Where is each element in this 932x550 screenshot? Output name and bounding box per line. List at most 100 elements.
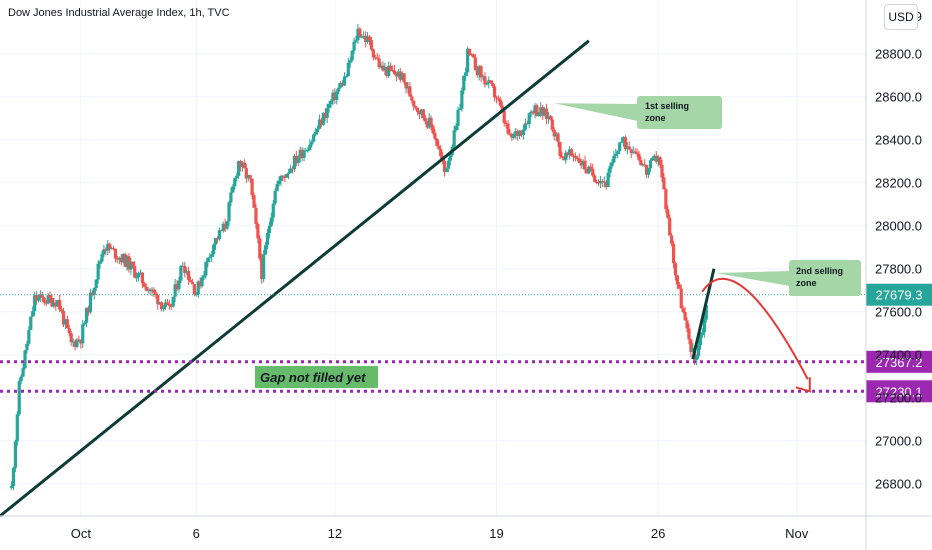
candle-body xyxy=(140,272,145,284)
candle-body xyxy=(298,149,302,159)
candle-body xyxy=(252,195,256,208)
candle-body xyxy=(679,288,683,309)
candle-body xyxy=(460,90,464,109)
candle-body xyxy=(312,134,316,142)
candle-body xyxy=(479,66,483,78)
candle-body xyxy=(71,341,75,343)
selling-zone-1-box xyxy=(637,96,722,129)
candle-body xyxy=(660,165,664,178)
candle-body xyxy=(550,119,554,130)
candle-body xyxy=(621,137,626,142)
candle-body xyxy=(483,76,487,85)
candle-body xyxy=(585,169,589,174)
candle-body xyxy=(73,341,77,347)
candle-body xyxy=(179,266,183,281)
candle-body xyxy=(446,160,450,169)
candle-body xyxy=(158,302,162,305)
level-price-tag xyxy=(866,380,932,403)
candle-body xyxy=(19,376,23,382)
candle-body xyxy=(223,223,227,229)
candle-body xyxy=(489,80,493,84)
candle-body xyxy=(183,265,187,273)
candle-body xyxy=(263,245,268,255)
candle-body xyxy=(383,67,387,71)
candle-body xyxy=(652,155,656,158)
candle-body xyxy=(469,54,474,56)
candle-body xyxy=(618,142,622,152)
candle-body xyxy=(271,203,275,218)
y-tick-label: 28800.0 xyxy=(875,46,922,61)
candle-body xyxy=(240,162,245,167)
candle-body xyxy=(115,258,119,260)
candle-body xyxy=(566,152,570,156)
candle-body xyxy=(571,155,576,157)
candle-body xyxy=(202,275,206,278)
currency-button[interactable]: USD xyxy=(884,4,918,30)
candle-body xyxy=(514,131,518,135)
candle-body xyxy=(673,263,678,276)
candle-body xyxy=(242,162,247,169)
y-tick-label: 27200.0 xyxy=(875,390,922,405)
candle-body xyxy=(541,107,545,116)
candle-body xyxy=(104,249,108,251)
candle-body xyxy=(533,105,537,114)
candle-body xyxy=(237,161,241,176)
candle-body xyxy=(327,104,331,109)
candle-body xyxy=(373,57,377,59)
candle-body xyxy=(481,76,485,78)
candle-body xyxy=(335,91,339,100)
candle-body xyxy=(217,230,221,240)
candle-body xyxy=(262,254,266,280)
candle-body xyxy=(600,180,604,183)
candle-body xyxy=(654,155,658,162)
candle-body xyxy=(111,248,116,250)
candle-body xyxy=(523,123,527,130)
candle-body xyxy=(429,117,433,126)
candle-body xyxy=(577,158,581,163)
candle-body xyxy=(392,70,397,75)
candle-body xyxy=(656,157,660,162)
candle-body xyxy=(452,130,456,147)
candle-body xyxy=(136,273,141,278)
candle-body xyxy=(408,86,412,97)
candle-body xyxy=(631,151,635,154)
candle-body xyxy=(491,83,495,87)
candle-body xyxy=(323,113,327,118)
candle-body xyxy=(131,261,135,267)
candle-body xyxy=(9,486,14,489)
candle-body xyxy=(389,65,393,71)
candle-body xyxy=(29,316,33,330)
candle-body xyxy=(260,258,264,280)
level-price-tag xyxy=(866,350,932,373)
candle-body xyxy=(21,368,25,377)
y-tick-label: 28200.0 xyxy=(875,175,922,190)
candle-body xyxy=(319,119,323,125)
candle-body xyxy=(466,48,470,73)
candle-body xyxy=(265,233,270,246)
candle-body xyxy=(317,119,322,129)
candle-body xyxy=(40,294,44,298)
candle-body xyxy=(637,153,641,160)
candle-body xyxy=(387,65,391,76)
candle-body xyxy=(198,281,202,287)
candle-body xyxy=(98,261,102,264)
candle-body xyxy=(285,173,289,178)
candle-body xyxy=(331,92,335,101)
candle-body xyxy=(594,181,599,183)
candle-body xyxy=(556,133,560,142)
candle-body xyxy=(119,257,123,263)
candle-body xyxy=(235,175,239,179)
candle-body xyxy=(704,304,708,320)
candle-body xyxy=(406,86,410,89)
candle-body xyxy=(85,307,89,323)
candle-body xyxy=(414,106,418,108)
candle-body xyxy=(535,105,539,116)
candle-body xyxy=(344,76,348,78)
candle-body xyxy=(419,109,424,115)
y-tick-label: 28600.0 xyxy=(875,89,922,104)
candle-body xyxy=(167,303,171,306)
candle-body xyxy=(306,150,310,152)
candle-body xyxy=(616,151,620,154)
y-tick-label: 27600.0 xyxy=(875,304,922,319)
